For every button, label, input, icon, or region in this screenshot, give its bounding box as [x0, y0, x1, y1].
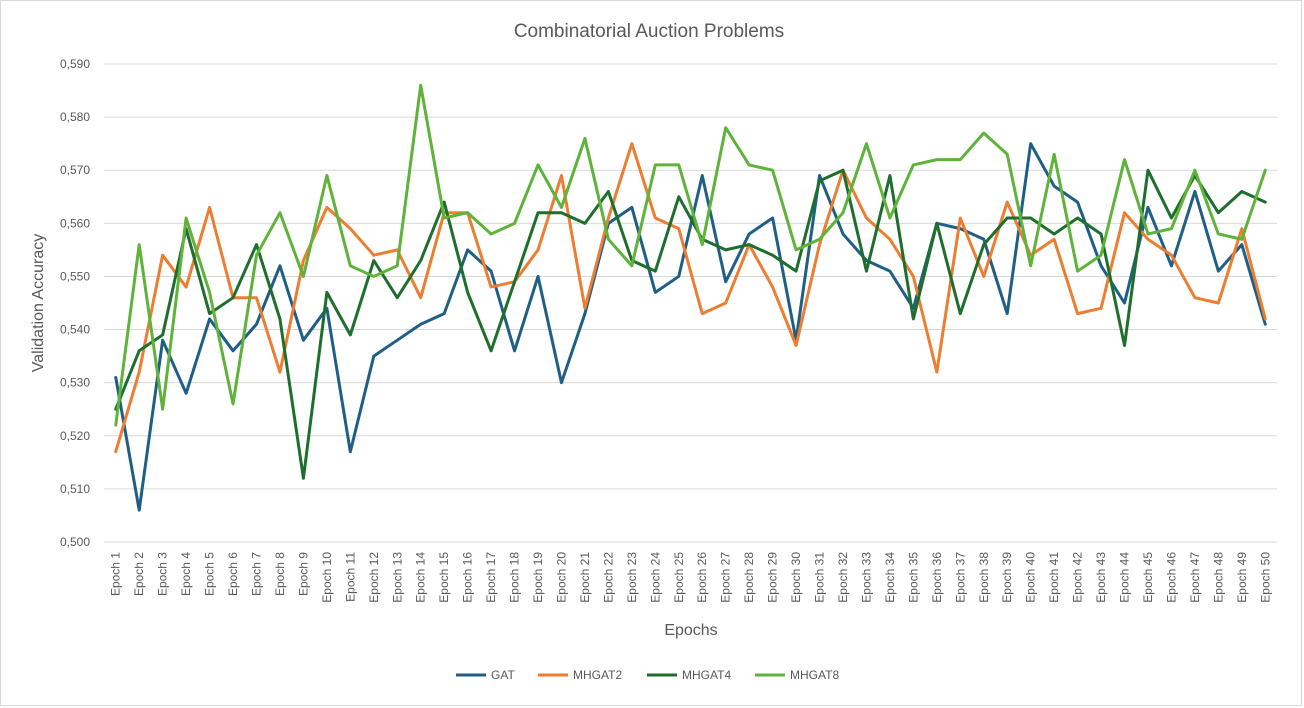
- x-tick-label: Epoch 15: [437, 552, 451, 603]
- x-tick-label: Epoch 42: [1071, 552, 1085, 603]
- x-tick-label: Epoch 41: [1047, 552, 1061, 603]
- x-tick-label: Epoch 1: [109, 552, 123, 596]
- x-tick-label: Epoch 33: [859, 552, 873, 603]
- x-tick-label: Epoch 18: [508, 552, 522, 603]
- legend-label: GAT: [491, 668, 515, 682]
- y-tick-label: 0,520: [60, 429, 90, 443]
- x-axis-ticks: Epoch 1 Epoch 2 Epoch 3 Epoch 4 Epoch 5 Epoch…: [109, 552, 1273, 603]
- x-tick-label: Epoch 50: [1258, 552, 1272, 603]
- y-tick-label: 0,510: [60, 482, 90, 496]
- x-tick-label: Epoch 16: [461, 552, 475, 603]
- y-tick-label: 0,590: [60, 57, 90, 71]
- x-tick-label: Epoch 2: [132, 552, 146, 596]
- x-tick-label: Epoch 34: [883, 552, 897, 603]
- x-tick-label: Epoch 27: [719, 552, 733, 603]
- x-tick-label: Epoch 39: [1000, 552, 1014, 603]
- y-axis-title: Validation Accuracy: [30, 234, 47, 372]
- x-tick-label: Epoch 4: [179, 552, 193, 596]
- x-tick-label: Epoch 7: [249, 552, 263, 596]
- x-tick-label: Epoch 20: [554, 552, 568, 603]
- series-line-gat: [114, 142, 1267, 512]
- y-tick-label: 0,580: [60, 110, 90, 124]
- y-tick-label: 0,570: [60, 163, 90, 177]
- x-tick-label: Epoch 13: [390, 552, 404, 603]
- x-tick-label: Epoch 46: [1164, 552, 1178, 603]
- legend: GAT MHGAT2 MHGAT4 MHGAT8: [456, 668, 839, 682]
- x-tick-label: Epoch 31: [813, 552, 827, 603]
- y-tick-label: 0,500: [60, 535, 90, 549]
- x-tick-label: Epoch 26: [695, 552, 709, 603]
- x-tick-label: Epoch 49: [1235, 552, 1249, 603]
- x-tick-label: Epoch 29: [766, 552, 780, 603]
- legend-label: MHGAT8: [790, 668, 839, 682]
- x-tick-label: Epoch 48: [1211, 552, 1225, 603]
- x-tick-label: Epoch 32: [836, 552, 850, 603]
- legend-label: MHGAT4: [682, 668, 731, 682]
- x-tick-label: Epoch 43: [1094, 552, 1108, 603]
- x-tick-label: Epoch 19: [531, 552, 545, 603]
- x-tick-label: Epoch 36: [930, 552, 944, 603]
- x-tick-label: Epoch 35: [906, 552, 920, 603]
- x-tick-label: Epoch 22: [601, 552, 615, 603]
- y-tick-label: 0,560: [60, 216, 90, 230]
- x-tick-label: Epoch 40: [1024, 552, 1038, 603]
- x-tick-label: Epoch 6: [226, 552, 240, 596]
- x-tick-label: Epoch 3: [156, 552, 170, 596]
- x-tick-label: Epoch 9: [296, 552, 310, 596]
- x-axis-title: Epochs: [664, 622, 717, 639]
- series-line-mhgat8: [114, 83, 1267, 427]
- y-tick-label: 0,540: [60, 323, 90, 337]
- x-tick-label: Epoch 5: [203, 552, 217, 596]
- x-tick-label: Epoch 45: [1141, 552, 1155, 603]
- x-tick-label: Epoch 12: [367, 552, 381, 603]
- series-line-mhgat4: [114, 168, 1267, 480]
- x-tick-label: Epoch 47: [1188, 552, 1202, 603]
- x-tick-label: Epoch 30: [789, 552, 803, 603]
- x-tick-label: Epoch 8: [273, 552, 287, 596]
- x-tick-label: Epoch 28: [742, 552, 756, 603]
- chart-title: Combinatorial Auction Problems: [514, 21, 784, 42]
- x-tick-label: Epoch 14: [414, 552, 428, 603]
- x-tick-label: Epoch 10: [320, 552, 334, 603]
- series-line-mhgat2: [114, 142, 1267, 454]
- x-tick-label: Epoch 23: [625, 552, 639, 603]
- x-tick-label: Epoch 44: [1118, 552, 1132, 603]
- x-tick-label: Epoch 24: [648, 552, 662, 603]
- y-axis-ticks: 0,500 0,510 0,520 0,530 0,540 0,550 0,560 0,570…: [60, 57, 90, 549]
- x-tick-label: Epoch 21: [578, 552, 592, 603]
- x-tick-label: Epoch 38: [977, 552, 991, 603]
- y-tick-label: 0,530: [60, 376, 90, 390]
- x-tick-label: Epoch 17: [484, 552, 498, 603]
- series-lines: [114, 83, 1267, 512]
- x-tick-label: Epoch 11: [343, 552, 357, 602]
- x-tick-label: Epoch 25: [672, 552, 686, 603]
- x-tick-label: Epoch 37: [953, 552, 967, 603]
- legend-label: MHGAT2: [573, 668, 622, 682]
- y-tick-label: 0,550: [60, 269, 90, 283]
